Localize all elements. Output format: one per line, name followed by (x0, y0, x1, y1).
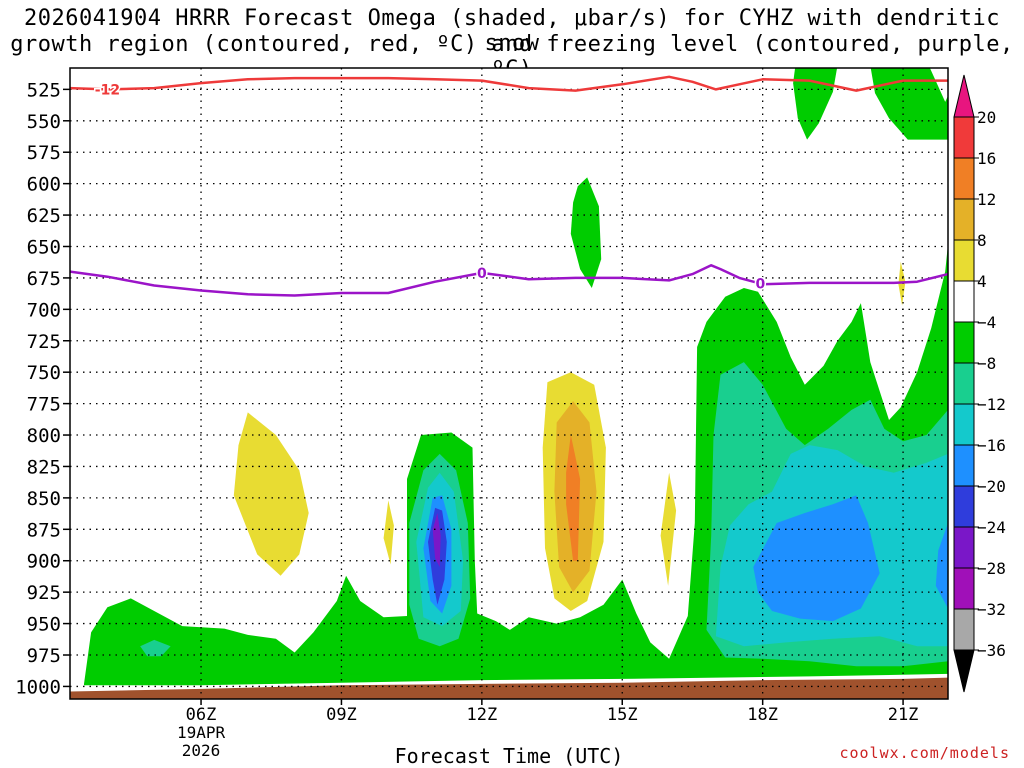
y-tick-label-775: 775 (27, 394, 61, 416)
y-tick-label-1000: 1000 (15, 676, 61, 698)
colorbar-bin-0 (953, 116, 975, 159)
x-tick-label-15Z: 15Z (607, 705, 638, 725)
colorbar-tick-label-11: −28 (977, 559, 1006, 578)
freezing-level-contour-line (70, 264, 948, 297)
colorbar-bin-7 (953, 403, 975, 446)
colorbar-bin-8 (953, 444, 975, 487)
colorbar-bin-10 (953, 526, 975, 569)
y-tick-label-550: 550 (27, 111, 61, 133)
colorbar-bin-1 (953, 157, 975, 200)
colorbar-tick-label-10: −24 (977, 518, 1006, 537)
colorbar-tick-label-9: −20 (977, 477, 1006, 496)
colorbar-bottom-triangle (953, 649, 975, 693)
x-tick-label-12Z: 12Z (466, 705, 497, 725)
colorbar-tick-label-1: 16 (977, 149, 996, 168)
plot-frame (69, 67, 949, 700)
colorbar-tick-label-2: 12 (977, 190, 996, 209)
freezing-level-contour-label-0: 0 (477, 266, 487, 282)
y-tick-label-700: 700 (27, 299, 61, 321)
omega-region-21 (432, 513, 441, 567)
y-tick-label-675: 675 (27, 268, 61, 290)
terrain-fill (70, 677, 948, 699)
omega-region-17 (753, 495, 880, 622)
colorbar-tick-label-8: −16 (977, 436, 1006, 455)
y-tick-label-925: 925 (27, 582, 61, 604)
colorbar-bin-12 (953, 608, 975, 651)
dendritic-contour-line (70, 75, 948, 92)
y-tick-label-650: 650 (27, 236, 61, 258)
omega-region-0 (233, 412, 309, 576)
colorbar-bin-9 (953, 485, 975, 528)
y-tick-label-600: 600 (27, 174, 61, 196)
y-tick-label-850: 850 (27, 488, 61, 510)
y-tick-label-825: 825 (27, 456, 61, 478)
omega-region-13 (140, 639, 171, 657)
colorbar-tick-label-12: −32 (977, 600, 1006, 619)
colorbar-tick-label-13: −36 (977, 641, 1006, 660)
colorbar-tick-label-4: 4 (977, 272, 987, 291)
x-tick-sublabel-0: 19APR (177, 723, 226, 742)
omega-region-8 (570, 177, 602, 288)
y-tick-label-950: 950 (27, 614, 61, 636)
x-tick-label-06Z: 06Z (186, 705, 217, 725)
y-tick-label-625: 625 (27, 205, 61, 227)
y-tick-label-975: 975 (27, 645, 61, 667)
x-axis-label: Forecast Time (UTC) (395, 744, 624, 768)
colorbar-bin-5 (953, 321, 975, 364)
colorbar-tick-label-3: 8 (977, 231, 987, 250)
colorbar-tick-label-5: −4 (977, 313, 996, 332)
omega-region-1 (383, 500, 394, 565)
colorbar-bin-11 (953, 567, 975, 610)
chart-title-line-1: 2026041904 HRRR Forecast Omega (shaded, … (24, 6, 1000, 56)
omega-region-6 (566, 435, 581, 561)
colorbar-bin-6 (953, 362, 975, 405)
omega-region-18 (935, 523, 948, 609)
colorbar-tick-label-7: −12 (977, 395, 1006, 414)
chart-title-line-2: growth region (contoured, red, ºC) and f… (10, 32, 1014, 82)
colorbar-top-triangle (953, 74, 975, 118)
colorbar-tick-label-0: 20 (977, 108, 996, 127)
dendritic-contour-label-0: -12 (95, 82, 120, 98)
x-tick-label-21Z: 21Z (888, 705, 919, 725)
x-tick-label-18Z: 18Z (747, 705, 778, 725)
omega-region-9 (793, 68, 838, 140)
y-tick-label-900: 900 (27, 551, 61, 573)
x-tick-label-09Z: 09Z (326, 705, 357, 725)
x-tick-sublabel-1: 2026 (182, 741, 221, 760)
omega-region-10 (870, 68, 948, 140)
y-tick-label-525: 525 (27, 79, 61, 101)
y-tick-label-575: 575 (27, 142, 61, 164)
colorbar-bin-2 (953, 198, 975, 241)
y-tick-label-750: 750 (27, 362, 61, 384)
colorbar-bin-4 (953, 280, 975, 323)
freezing-level-contour-label-1: 0 (755, 277, 765, 293)
y-tick-label-725: 725 (27, 331, 61, 353)
credit-text: coolwx.com/models (839, 744, 1010, 762)
y-tick-label-875: 875 (27, 519, 61, 541)
colorbar-bin-3 (953, 239, 975, 282)
y-tick-label-800: 800 (27, 425, 61, 447)
colorbar-tick-label-6: −8 (977, 354, 996, 373)
